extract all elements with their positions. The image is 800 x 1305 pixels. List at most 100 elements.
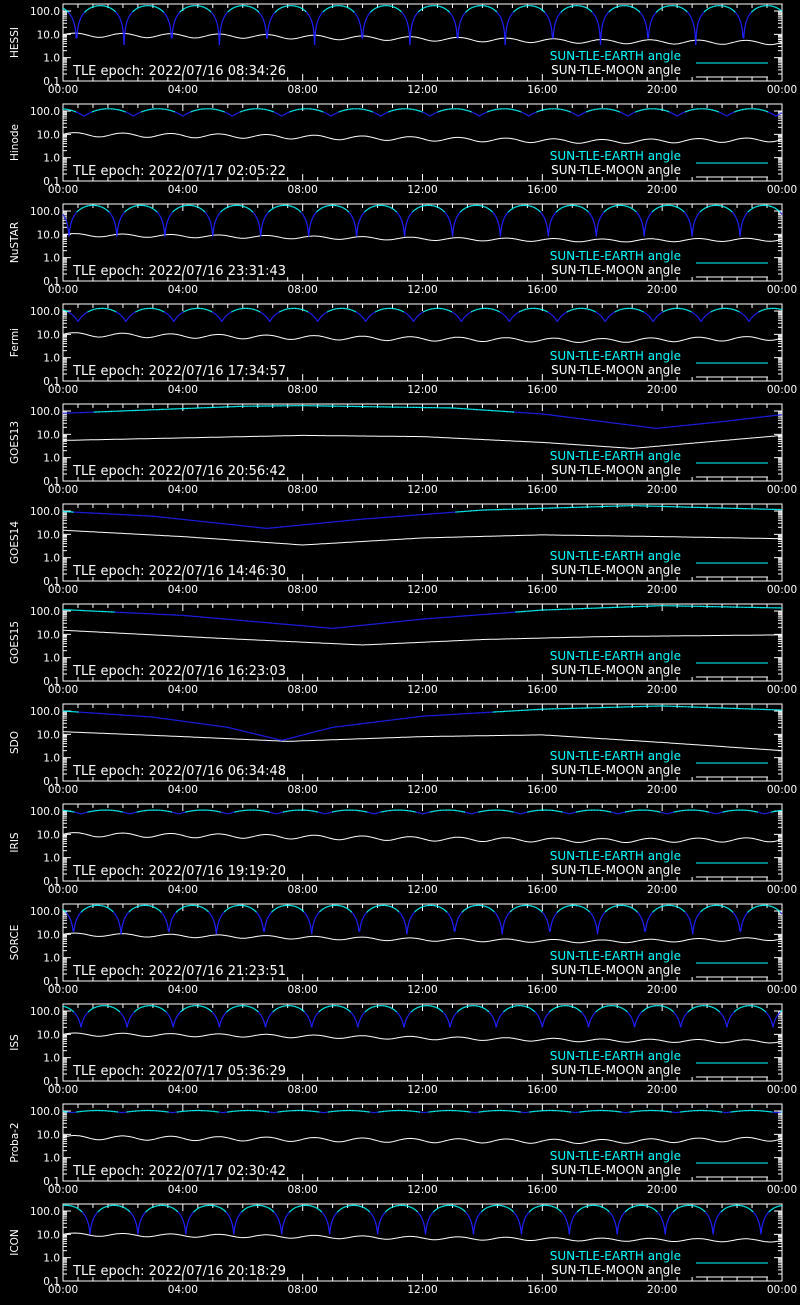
x-tick-label: 12:00 [407, 284, 437, 296]
earth-segment [686, 214, 687, 215]
earth-segment [412, 21, 413, 23]
earth-segment [601, 34, 602, 45]
earth-segment [263, 19, 264, 21]
earth-segment [108, 211, 109, 212]
earth-segment [309, 16, 310, 17]
earth-segment [403, 14, 404, 15]
earth-segment [687, 216, 688, 217]
earth-segment [399, 214, 400, 215]
earth-segment [173, 320, 174, 321]
earth-segment [65, 217, 66, 218]
earth-segment [559, 14, 560, 15]
earth-segment [449, 12, 450, 13]
earth-segment [498, 13, 499, 14]
earth-segment [135, 9, 136, 10]
earth-segment [686, 10, 687, 11]
earth-segment [210, 222, 211, 224]
earth-segment [168, 219, 169, 221]
earth-segment [690, 224, 691, 227]
earth-segment [744, 217, 745, 218]
earth-segment [555, 22, 556, 24]
earth-segment [174, 210, 175, 211]
earth-segment [691, 227, 692, 231]
earth-segment [227, 314, 228, 315]
earth-segment [597, 20, 598, 22]
earth-segment [603, 213, 604, 214]
earth-segment [414, 210, 415, 211]
earth-segment [268, 212, 269, 213]
earth-segment [157, 212, 158, 213]
earth-segment [366, 210, 367, 211]
earth-segment [266, 316, 267, 317]
earth-segment [317, 21, 318, 23]
earth-segment [508, 21, 509, 23]
earth-segment [691, 17, 692, 18]
earth-segment [504, 217, 505, 218]
earth-segment [448, 11, 449, 12]
earth-segment [264, 314, 265, 315]
earth-segment [457, 316, 458, 317]
earth-segment [125, 211, 126, 212]
earth-segment [600, 217, 601, 218]
earth-segment [609, 11, 610, 12]
earth-segment [171, 31, 172, 38]
earth-segment [120, 18, 121, 19]
earth-segment [702, 13, 703, 14]
earth-segment [251, 210, 252, 211]
earth-segment [358, 224, 359, 227]
earth-segment [403, 227, 404, 231]
earth-segment [112, 215, 113, 216]
earth-segment [267, 317, 268, 318]
earth-segment [557, 17, 558, 18]
earth-segment [207, 214, 208, 215]
x-tick-label: 08:00 [288, 184, 318, 196]
earth-segment [322, 315, 323, 316]
earth-segment [589, 213, 590, 214]
earth-segment [408, 219, 409, 221]
earth-segment [272, 17, 273, 18]
earth-segment [173, 212, 174, 213]
earth-segment [653, 211, 654, 212]
earth-segment [743, 31, 744, 38]
earth-segment [68, 12, 69, 13]
earth-segment [461, 210, 462, 211]
earth-segment [261, 231, 262, 237]
earth-segment [509, 17, 510, 18]
earth-segment [361, 216, 362, 217]
earth-segment [258, 222, 259, 224]
legend-moon-label: SUN-TLE-MOON angle [551, 63, 681, 77]
x-tick-label: 00:00 [48, 284, 78, 296]
earth-segment [362, 214, 363, 215]
earth-segment [464, 13, 465, 14]
earth-segment [312, 217, 313, 218]
earth-segment [395, 210, 396, 211]
earth-segment [124, 213, 125, 214]
earth-segment [317, 211, 318, 212]
earth-segment [133, 314, 134, 315]
earth-segment [174, 210, 175, 211]
earth-segment [367, 319, 368, 320]
earth-segment [497, 220, 498, 222]
earth-segment [560, 13, 561, 14]
earth-segment [167, 17, 168, 18]
earth-segment [696, 216, 697, 217]
earth-segment [396, 211, 397, 212]
earth-segment [704, 11, 705, 12]
earth-segment [214, 224, 215, 227]
earth-segment [406, 222, 407, 224]
earth-segment [418, 12, 419, 13]
earth-segment [417, 316, 418, 317]
earth-segment [647, 220, 648, 222]
x-tick-label: 12:00 [407, 384, 437, 396]
earth-segment [228, 11, 229, 12]
earth-segment [545, 220, 546, 222]
earth-segment [366, 321, 367, 322]
earth-segment [750, 14, 751, 15]
earth-segment [176, 18, 177, 19]
earth-segment [603, 212, 604, 213]
earth-segment [319, 17, 320, 18]
earth-segment [178, 316, 179, 317]
earth-segment [273, 15, 274, 16]
earth-segment [211, 12, 212, 13]
earth-segment [269, 22, 270, 24]
